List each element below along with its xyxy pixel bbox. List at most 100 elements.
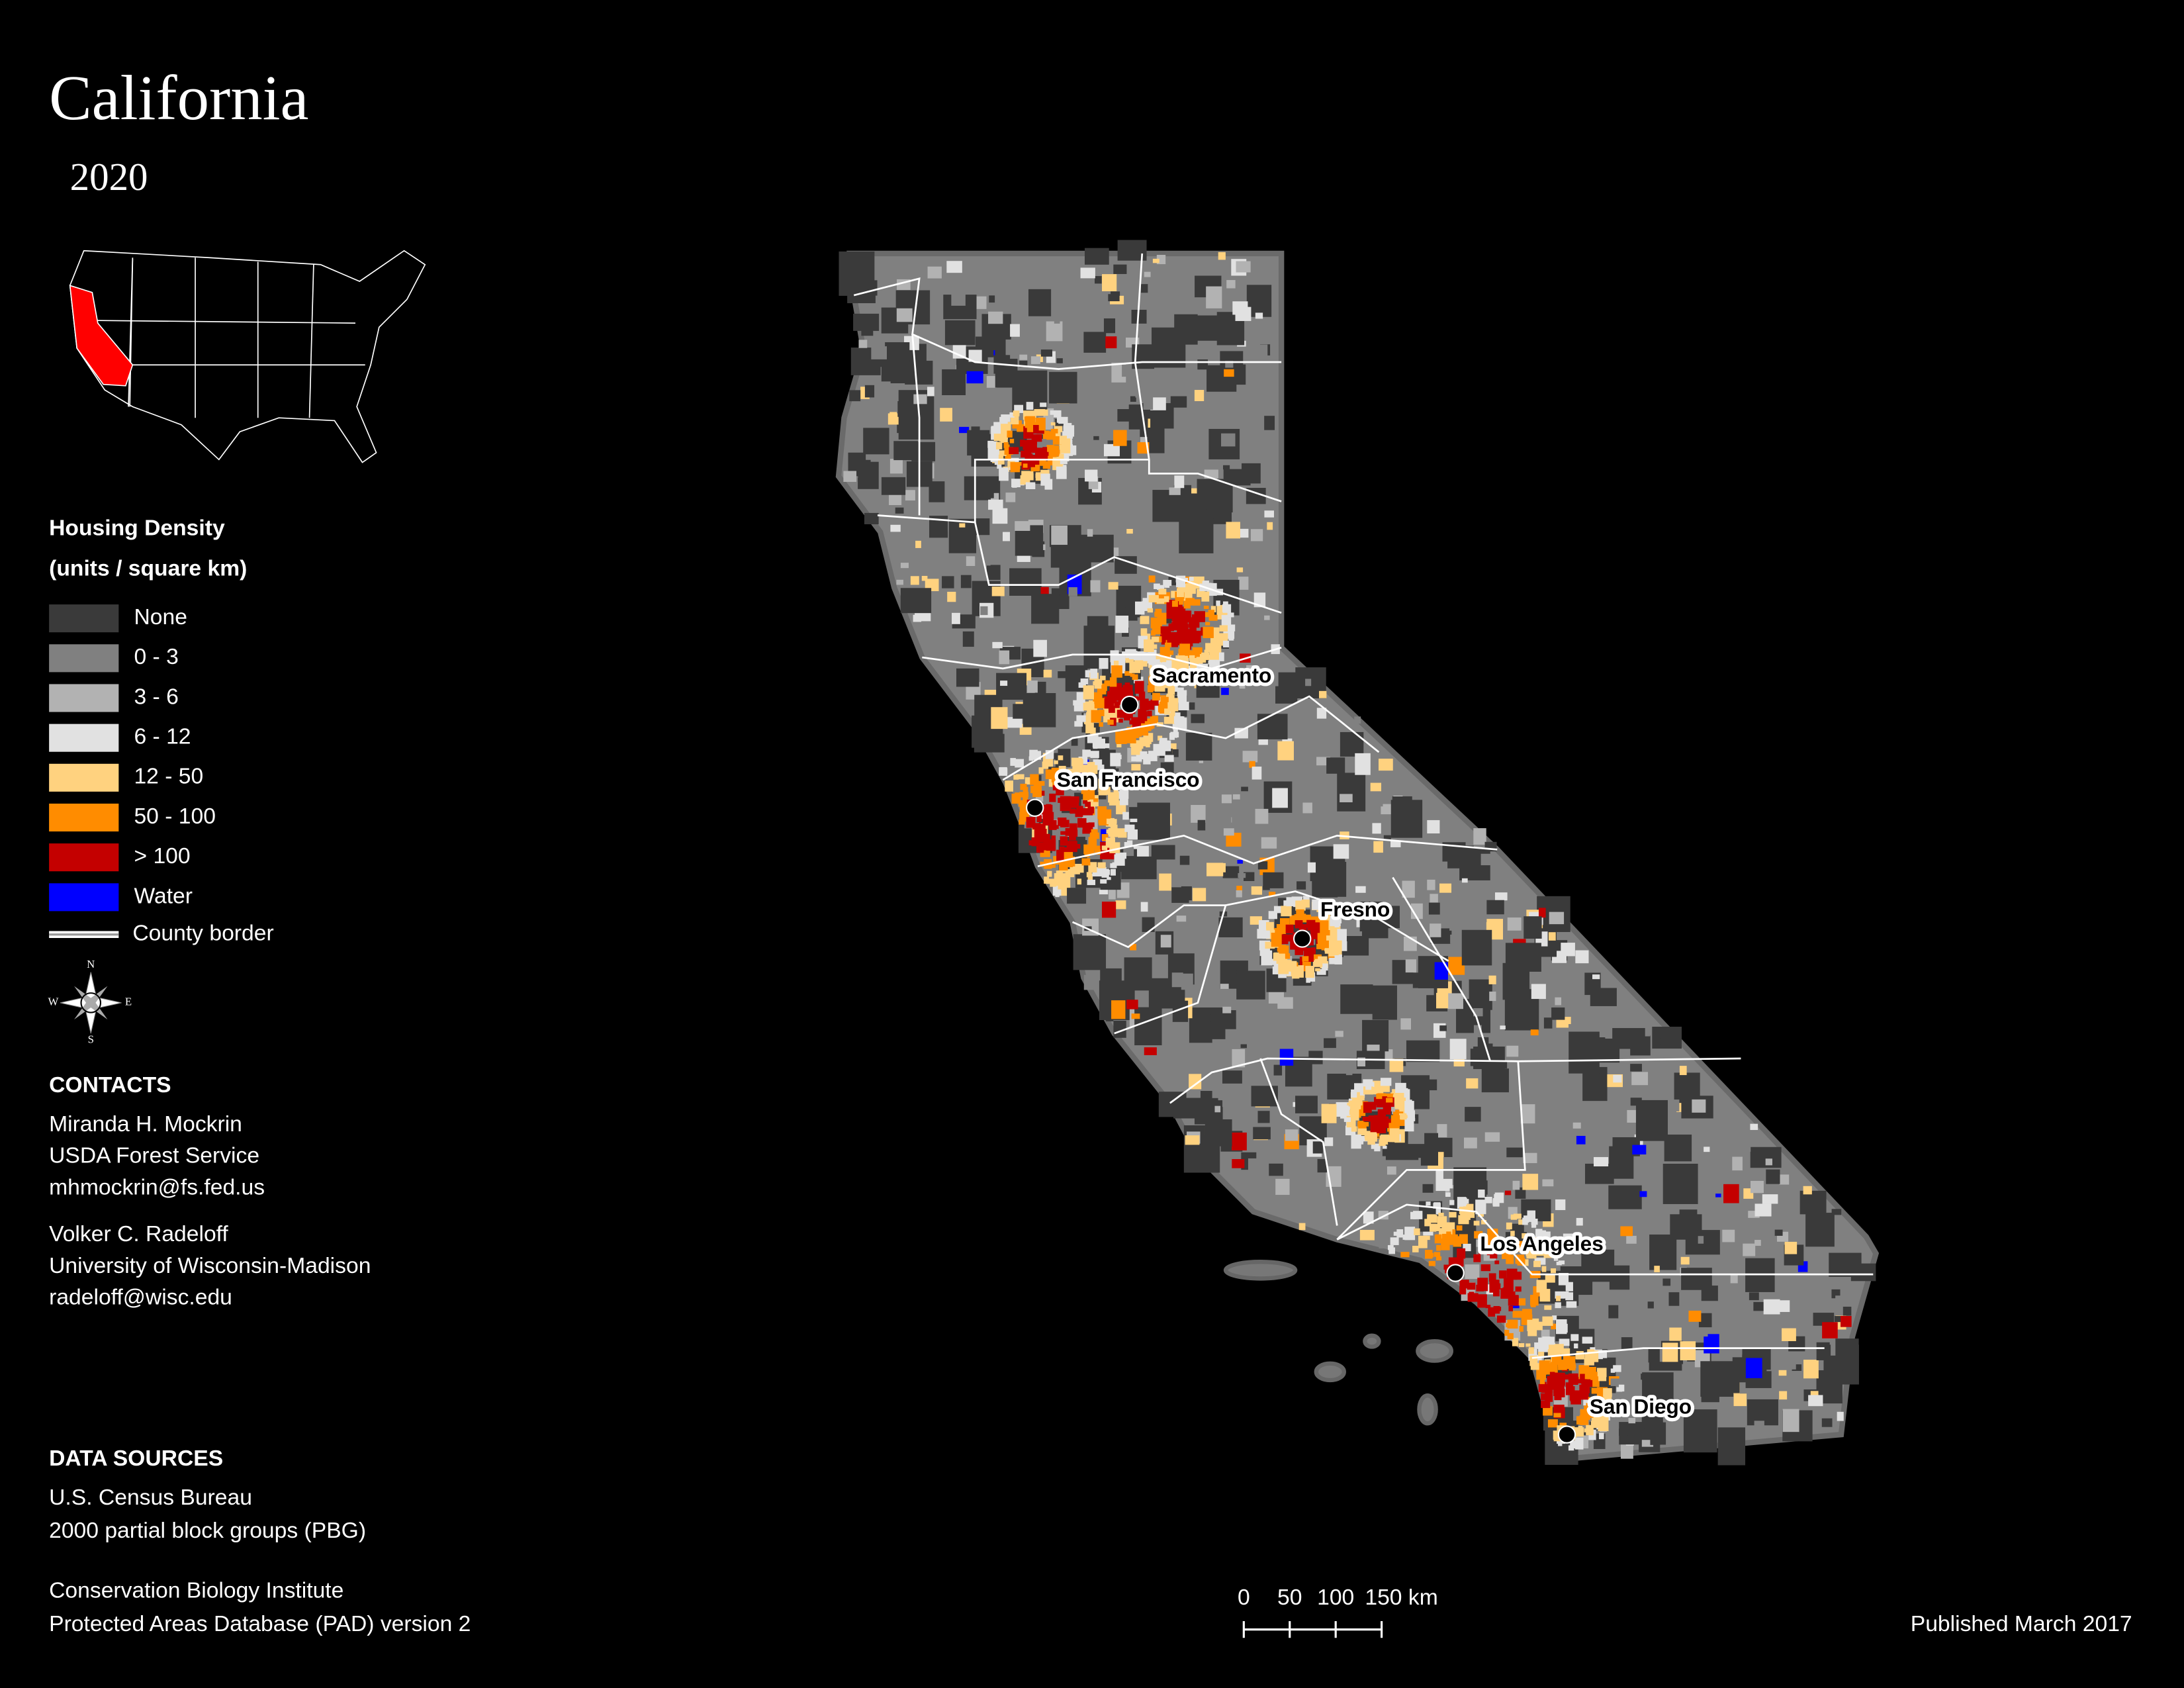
density-cell xyxy=(1425,1116,1437,1126)
density-cell xyxy=(1608,1405,1614,1410)
density-cell xyxy=(1042,430,1050,440)
density-cell xyxy=(1218,633,1228,642)
density-cell xyxy=(1056,358,1063,363)
density-cell xyxy=(1492,1197,1500,1207)
density-cell xyxy=(1131,309,1147,324)
density-cell xyxy=(994,460,1001,465)
density-cell xyxy=(1316,943,1324,949)
density-cell xyxy=(905,490,915,501)
density-cell xyxy=(1460,1209,1466,1217)
density-cell xyxy=(1306,976,1311,983)
density-cell xyxy=(1522,1233,1526,1239)
density-cell xyxy=(1351,1126,1357,1132)
density-cell xyxy=(1063,425,1075,434)
density-cell xyxy=(1071,271,1078,279)
density-cell xyxy=(1105,1011,1114,1021)
density-cell xyxy=(1235,306,1251,321)
density-cell xyxy=(1236,970,1265,1000)
density-cell xyxy=(1059,453,1064,460)
density-cell xyxy=(1580,1387,1589,1393)
density-cell xyxy=(1150,397,1166,410)
density-cell xyxy=(1603,1388,1612,1397)
scale-label: 100 xyxy=(1317,1585,1354,1610)
legend-swatch xyxy=(49,883,119,912)
density-cell xyxy=(1026,440,1037,453)
density-cell xyxy=(1539,1378,1545,1384)
density-cell xyxy=(1405,959,1416,973)
density-cell xyxy=(1028,289,1052,316)
density-cell xyxy=(1192,647,1203,654)
density-cell xyxy=(1020,475,1028,485)
density-cell xyxy=(1581,1249,1615,1282)
density-cell xyxy=(1358,1128,1367,1135)
density-cell xyxy=(1171,972,1183,988)
density-cell xyxy=(1300,914,1311,923)
density-cell xyxy=(1540,1286,1545,1289)
density-cell xyxy=(1116,743,1122,748)
contact-line: Miranda H. Mockrin xyxy=(49,1112,242,1137)
density-cell xyxy=(1541,1266,1547,1272)
density-cell xyxy=(1228,612,1234,618)
density-cell xyxy=(1267,522,1273,530)
density-cell xyxy=(1023,797,1028,804)
density-cell xyxy=(1473,1025,1482,1036)
density-cell xyxy=(1580,1419,1589,1425)
density-cell xyxy=(1387,1119,1396,1126)
density-cell xyxy=(1140,902,1148,912)
density-cell xyxy=(1264,510,1274,518)
density-cell xyxy=(1515,1187,1526,1199)
density-cell xyxy=(1528,1347,1534,1354)
density-cell xyxy=(1390,1115,1400,1125)
density-cell xyxy=(1126,1000,1138,1009)
density-cell xyxy=(1461,929,1492,966)
density-cell xyxy=(1040,451,1047,459)
density-cell xyxy=(1715,1194,1721,1197)
legend-label: > 100 xyxy=(134,844,190,868)
density-cell xyxy=(1054,410,1062,418)
legend-label: 50 - 100 xyxy=(134,804,216,829)
city-label: Sacramento xyxy=(1152,663,1272,687)
density-cell xyxy=(1152,626,1159,634)
density-cell xyxy=(1324,1038,1336,1049)
density-cell xyxy=(1319,920,1329,932)
density-cell xyxy=(1173,728,1178,733)
density-cell xyxy=(1113,661,1119,667)
density-cell xyxy=(1206,489,1223,510)
density-cell xyxy=(1357,1121,1364,1127)
density-cell xyxy=(952,612,960,624)
density-cell xyxy=(1612,1028,1645,1049)
density-cell xyxy=(1050,410,1057,415)
density-cell xyxy=(1178,810,1189,822)
density-cell xyxy=(1095,849,1101,855)
density-cell xyxy=(1147,685,1154,692)
density-cell xyxy=(1103,444,1120,457)
density-cell xyxy=(1681,1268,1712,1290)
density-cell xyxy=(1083,702,1091,711)
density-cell xyxy=(1080,678,1089,684)
density-cell xyxy=(1340,794,1353,803)
density-cell xyxy=(1393,1231,1400,1236)
density-cell xyxy=(1194,611,1205,622)
density-cell xyxy=(1154,679,1165,692)
density-cell xyxy=(1568,1373,1578,1385)
density-cell xyxy=(1204,649,1209,655)
density-cell xyxy=(1090,669,1098,679)
density-cell xyxy=(1017,424,1024,432)
density-cell xyxy=(1460,1197,1467,1205)
density-cell xyxy=(1302,896,1310,903)
density-cell xyxy=(1446,1231,1451,1237)
density-cell xyxy=(1115,900,1126,910)
density-cell xyxy=(1101,869,1111,875)
density-cell xyxy=(1178,611,1184,615)
density-cell xyxy=(1585,1354,1594,1362)
density-cell xyxy=(1141,652,1152,660)
legend-label: 3 - 6 xyxy=(134,684,178,709)
contact-line: mhmockrin@fs.fed.us xyxy=(49,1175,265,1199)
density-cell xyxy=(1221,433,1236,447)
density-cell xyxy=(992,641,1003,649)
density-cell xyxy=(1400,1252,1410,1258)
density-cell xyxy=(1425,1250,1433,1259)
density-cell xyxy=(1717,1427,1746,1466)
density-cell xyxy=(1040,473,1050,486)
density-cell xyxy=(1574,1343,1578,1348)
